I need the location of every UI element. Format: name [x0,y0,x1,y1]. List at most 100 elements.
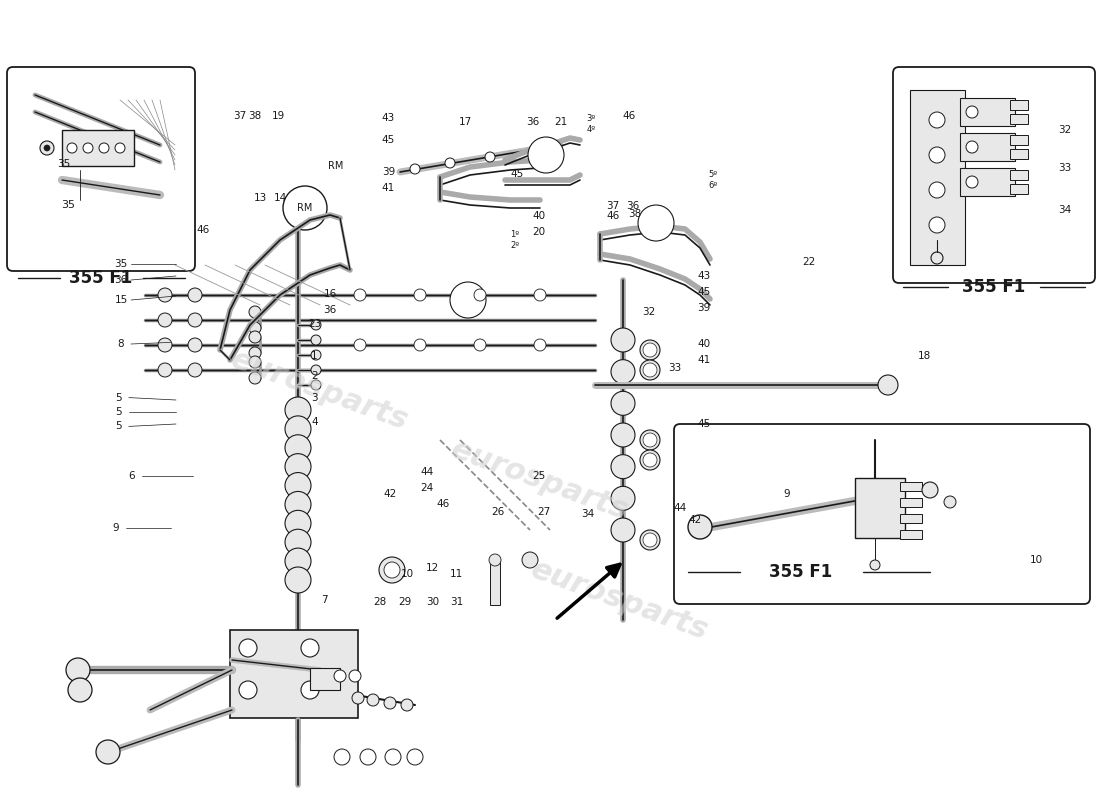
Circle shape [285,416,311,442]
Text: 27: 27 [537,507,550,517]
Circle shape [922,482,938,498]
Text: 3º: 3º [586,114,595,123]
Text: 26: 26 [492,507,505,517]
Circle shape [379,557,405,583]
Circle shape [188,313,202,327]
Circle shape [188,288,202,302]
Text: 8: 8 [118,339,124,349]
Circle shape [367,694,380,706]
Text: 41: 41 [382,183,395,193]
Circle shape [99,143,109,153]
Circle shape [878,375,898,395]
Text: 31: 31 [450,597,463,606]
Circle shape [534,289,546,301]
Text: 37: 37 [233,111,246,121]
Circle shape [870,560,880,570]
Bar [900,482,922,491]
Circle shape [285,397,311,423]
FancyBboxPatch shape [893,67,1094,283]
Circle shape [249,347,261,359]
Bar [960,98,1015,126]
Circle shape [610,486,635,510]
Text: 2º: 2º [510,241,519,250]
FancyBboxPatch shape [674,424,1090,604]
Circle shape [966,106,978,118]
Circle shape [610,423,635,447]
Bar [900,498,922,507]
Circle shape [311,350,321,360]
Bar [490,560,500,605]
Circle shape [116,143,125,153]
Circle shape [283,186,327,230]
Circle shape [285,434,311,461]
Text: 34: 34 [581,510,594,519]
Circle shape [67,143,77,153]
Text: 45: 45 [697,287,711,297]
Circle shape [239,639,257,657]
Text: 16: 16 [323,290,337,299]
Text: 34: 34 [1058,206,1071,215]
Circle shape [249,331,261,343]
Text: 1º: 1º [510,230,519,239]
Circle shape [188,338,202,352]
Circle shape [158,313,172,327]
Circle shape [44,145,50,151]
Text: 35: 35 [60,200,75,210]
Circle shape [644,453,657,467]
Text: 15: 15 [114,295,128,305]
Text: 33: 33 [1058,163,1071,173]
Circle shape [352,692,364,704]
Text: 355 F1: 355 F1 [962,278,1025,296]
Bar [910,90,965,265]
Circle shape [285,530,311,555]
Circle shape [414,339,426,351]
Circle shape [522,552,538,568]
Text: eurosparts: eurosparts [448,434,632,526]
Bar [62,130,134,166]
Text: 37: 37 [606,202,619,211]
Circle shape [931,252,943,264]
Text: 6º: 6º [708,181,717,190]
Bar [1010,170,1028,180]
Text: 5: 5 [116,407,122,417]
Circle shape [644,343,657,357]
Circle shape [944,496,956,508]
Text: 12: 12 [426,563,439,573]
Circle shape [334,749,350,765]
Text: 6: 6 [129,471,135,481]
Text: 355 F1: 355 F1 [69,269,133,287]
Circle shape [640,530,660,550]
Text: 42: 42 [689,515,702,525]
Circle shape [528,137,564,173]
Circle shape [384,562,400,578]
Text: 36: 36 [114,275,128,285]
Text: 22: 22 [802,258,815,267]
Circle shape [285,567,311,593]
Circle shape [644,433,657,447]
Text: RM: RM [297,203,312,213]
Circle shape [66,658,90,682]
Bar [900,530,922,539]
Text: 5º: 5º [708,170,717,179]
Circle shape [640,360,660,380]
Circle shape [96,740,120,764]
Circle shape [410,164,420,174]
Text: 39: 39 [697,303,711,313]
Circle shape [534,339,546,351]
Circle shape [385,749,402,765]
Bar [1010,100,1028,110]
Circle shape [249,372,261,384]
Circle shape [446,158,455,168]
Circle shape [474,289,486,301]
Text: 44: 44 [673,503,686,513]
Text: 1: 1 [311,351,318,361]
Circle shape [610,454,635,478]
Text: 23: 23 [308,319,321,329]
Circle shape [249,322,261,334]
Circle shape [311,335,321,345]
FancyBboxPatch shape [7,67,195,271]
Circle shape [354,339,366,351]
Circle shape [158,363,172,377]
Text: 20: 20 [532,227,546,237]
Text: 40: 40 [697,339,711,349]
